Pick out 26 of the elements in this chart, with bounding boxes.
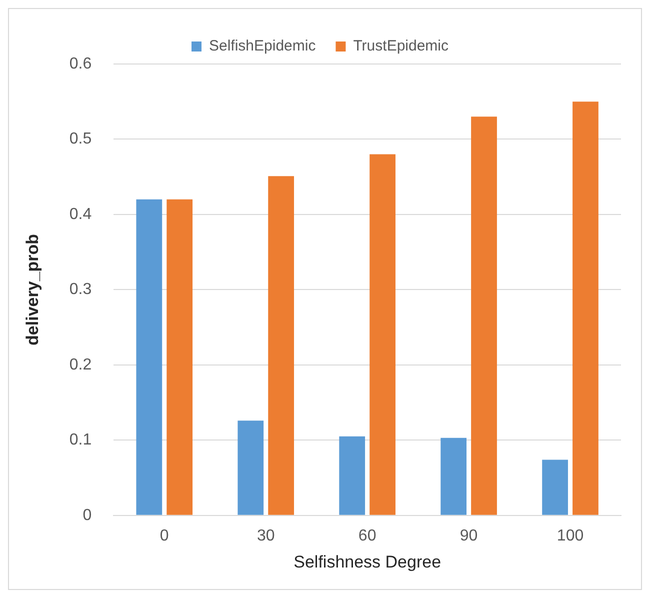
y-tick-label: 0.2 — [69, 356, 92, 374]
bar — [339, 436, 366, 515]
bar — [572, 102, 598, 515]
y-tick-label: 0 — [82, 506, 92, 524]
bar — [440, 438, 467, 515]
bar — [542, 460, 568, 515]
bar — [370, 154, 396, 515]
y-tick-label: 0.4 — [69, 206, 92, 223]
bar — [471, 116, 497, 515]
x-axis-title: Selfishness Degree — [294, 552, 442, 572]
x-tick-label: 100 — [556, 527, 584, 544]
legend-label: TrustEpidemic — [353, 38, 450, 55]
x-tick-label: 30 — [256, 527, 275, 544]
x-tick-label: 60 — [358, 527, 376, 544]
y-tick-label: 0.3 — [69, 281, 92, 298]
bar — [238, 420, 264, 515]
y-tick-label: 0.6 — [69, 55, 92, 72]
x-tick-label: 90 — [460, 527, 478, 544]
bar — [136, 199, 162, 515]
y-tick-label: 0.1 — [69, 432, 92, 449]
y-tick-label: 0.5 — [69, 130, 92, 148]
legend-label: SelfishEpidemic — [208, 38, 316, 55]
bar — [268, 176, 294, 515]
y-axis-title: delivery_prob — [22, 234, 42, 346]
bar — [166, 199, 193, 515]
x-tick-label: 0 — [160, 527, 169, 544]
